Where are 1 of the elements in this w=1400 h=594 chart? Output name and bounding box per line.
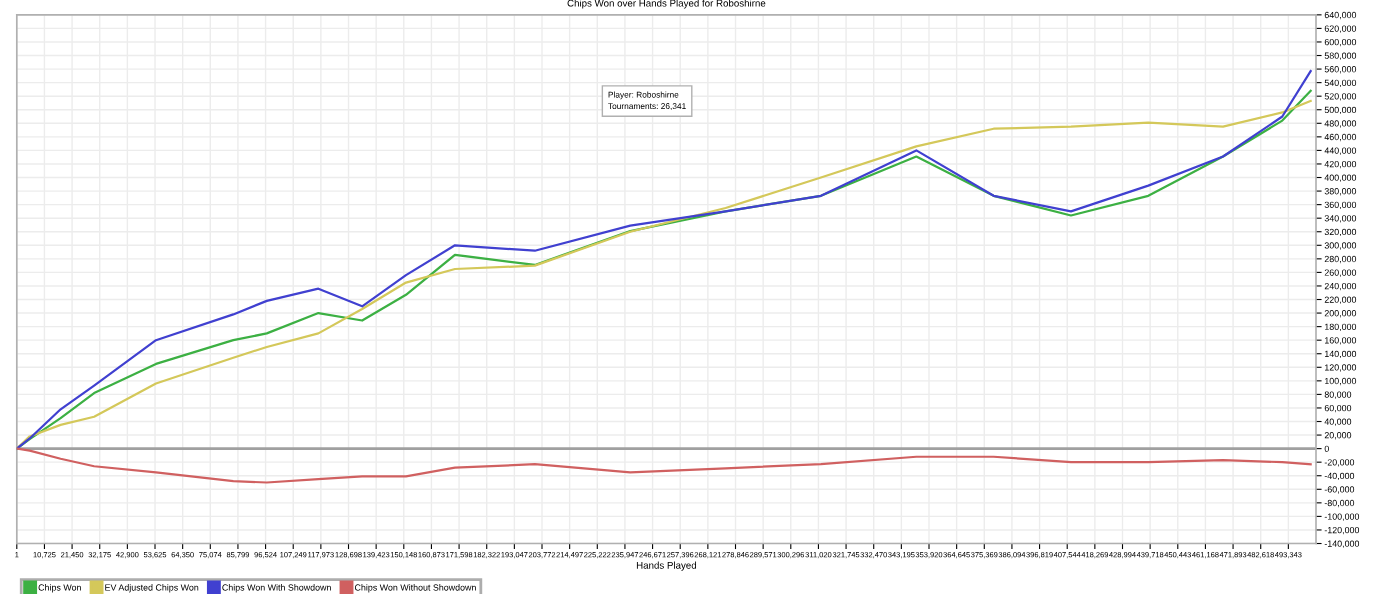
line-series bbox=[16, 447, 1312, 484]
